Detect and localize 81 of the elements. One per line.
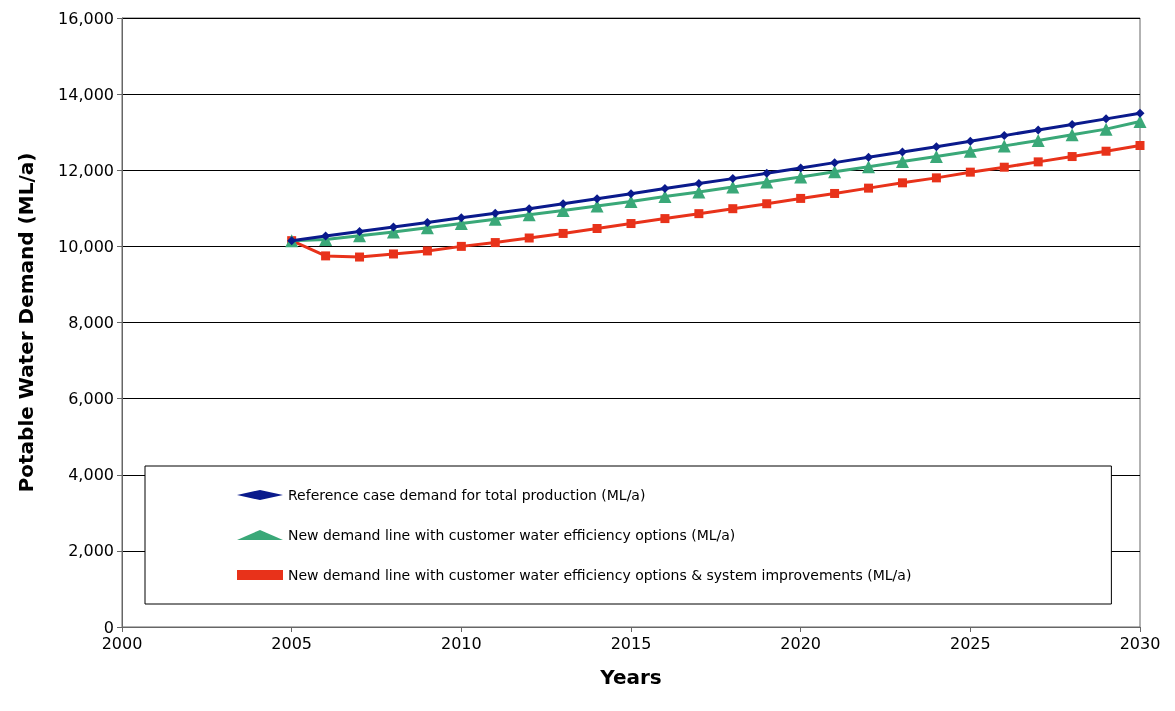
point xyxy=(388,249,398,259)
point xyxy=(524,204,534,214)
point xyxy=(490,208,500,218)
legend-label: Reference case demand for total production (ML/a) xyxy=(288,487,646,503)
point xyxy=(456,213,466,223)
point xyxy=(760,175,774,189)
x-tick-label: 2030 xyxy=(1119,633,1161,653)
point xyxy=(864,152,874,162)
point xyxy=(897,147,907,157)
point xyxy=(931,173,941,183)
point xyxy=(1033,157,1043,167)
point xyxy=(862,160,876,174)
x-axis-title: Years xyxy=(599,665,662,689)
point xyxy=(660,214,670,224)
point xyxy=(1101,146,1111,156)
point xyxy=(828,165,842,179)
point xyxy=(558,199,568,209)
point xyxy=(355,227,365,237)
point xyxy=(1101,114,1111,124)
point xyxy=(1099,122,1113,136)
point xyxy=(660,184,670,194)
y-tick-label: 2,000 xyxy=(68,541,114,561)
point xyxy=(1067,152,1077,162)
point xyxy=(965,167,975,177)
point xyxy=(963,144,977,158)
point xyxy=(931,142,941,152)
y-tick-label: 14,000 xyxy=(58,84,114,104)
point xyxy=(864,183,874,193)
point xyxy=(796,163,806,173)
point xyxy=(456,241,466,251)
point xyxy=(999,131,1009,141)
point xyxy=(556,204,570,218)
point xyxy=(355,252,365,262)
point xyxy=(1135,108,1145,118)
y-tick-label: 10,000 xyxy=(58,236,114,256)
y-tick-label: 8,000 xyxy=(68,313,114,332)
y-tick-label: 4,000 xyxy=(68,465,114,485)
point xyxy=(422,217,432,227)
point xyxy=(694,179,704,189)
point xyxy=(830,188,840,198)
point xyxy=(422,246,432,256)
point xyxy=(728,174,738,184)
point xyxy=(999,162,1009,172)
point xyxy=(592,194,602,204)
point xyxy=(658,190,672,204)
x-tick-label: 2025 xyxy=(949,633,991,653)
point xyxy=(1065,128,1079,142)
point xyxy=(965,136,975,146)
point xyxy=(524,233,534,243)
legend-label: New demand line with customer water efficiency options & system improvements (ML/a) xyxy=(288,567,912,583)
point xyxy=(490,238,500,248)
y-tick-label: 16,000 xyxy=(58,8,114,28)
point xyxy=(626,189,636,199)
point xyxy=(558,228,568,238)
y-axis-title: Potable Water Demand (ML/a) xyxy=(14,152,38,493)
point xyxy=(929,150,943,164)
point xyxy=(762,199,772,209)
point xyxy=(694,209,704,219)
point xyxy=(1033,125,1043,135)
point xyxy=(794,170,808,184)
point xyxy=(830,158,840,168)
legend-label: New demand line with customer water efficiency options (ML/a) xyxy=(288,527,736,543)
y-tick-label: 12,000 xyxy=(58,160,114,180)
point xyxy=(997,139,1011,153)
x-tick-label: 2015 xyxy=(610,633,652,653)
point xyxy=(1067,120,1077,130)
point xyxy=(897,178,907,188)
point xyxy=(1135,141,1145,151)
x-tick-label: 2020 xyxy=(780,633,822,653)
x-tick-label: 2010 xyxy=(440,633,482,653)
point xyxy=(762,168,772,178)
point xyxy=(895,155,909,168)
point xyxy=(796,193,806,203)
y-tick-label: 6,000 xyxy=(68,389,114,409)
point xyxy=(626,219,636,229)
point xyxy=(1031,134,1045,148)
x-tick-label: 2005 xyxy=(271,633,313,653)
point xyxy=(1133,115,1147,129)
point xyxy=(592,223,602,233)
point xyxy=(321,251,331,261)
point xyxy=(728,204,738,214)
